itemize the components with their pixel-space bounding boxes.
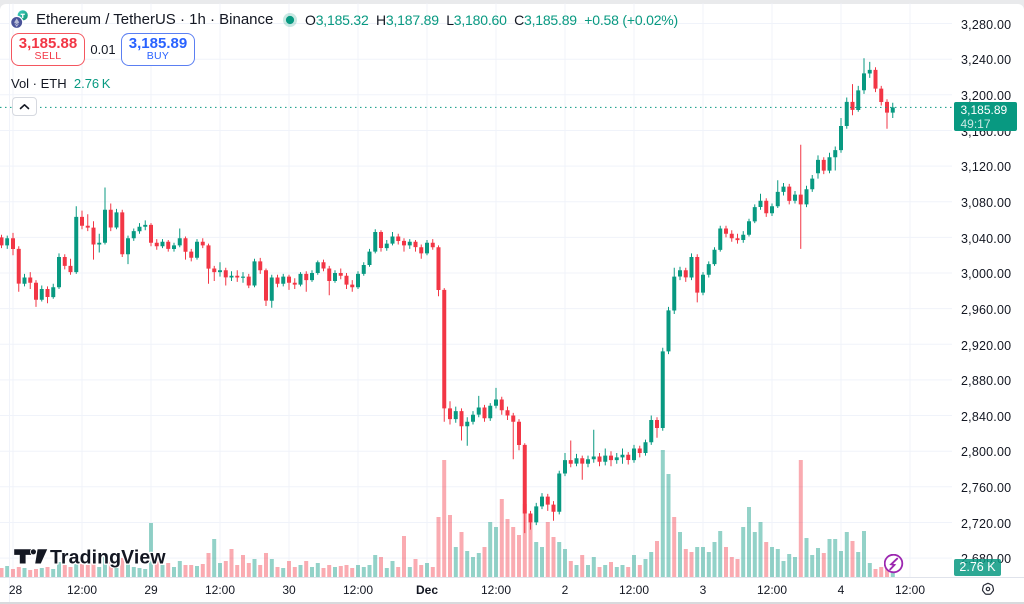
svg-text:TradingView: TradingView [50,546,166,568]
